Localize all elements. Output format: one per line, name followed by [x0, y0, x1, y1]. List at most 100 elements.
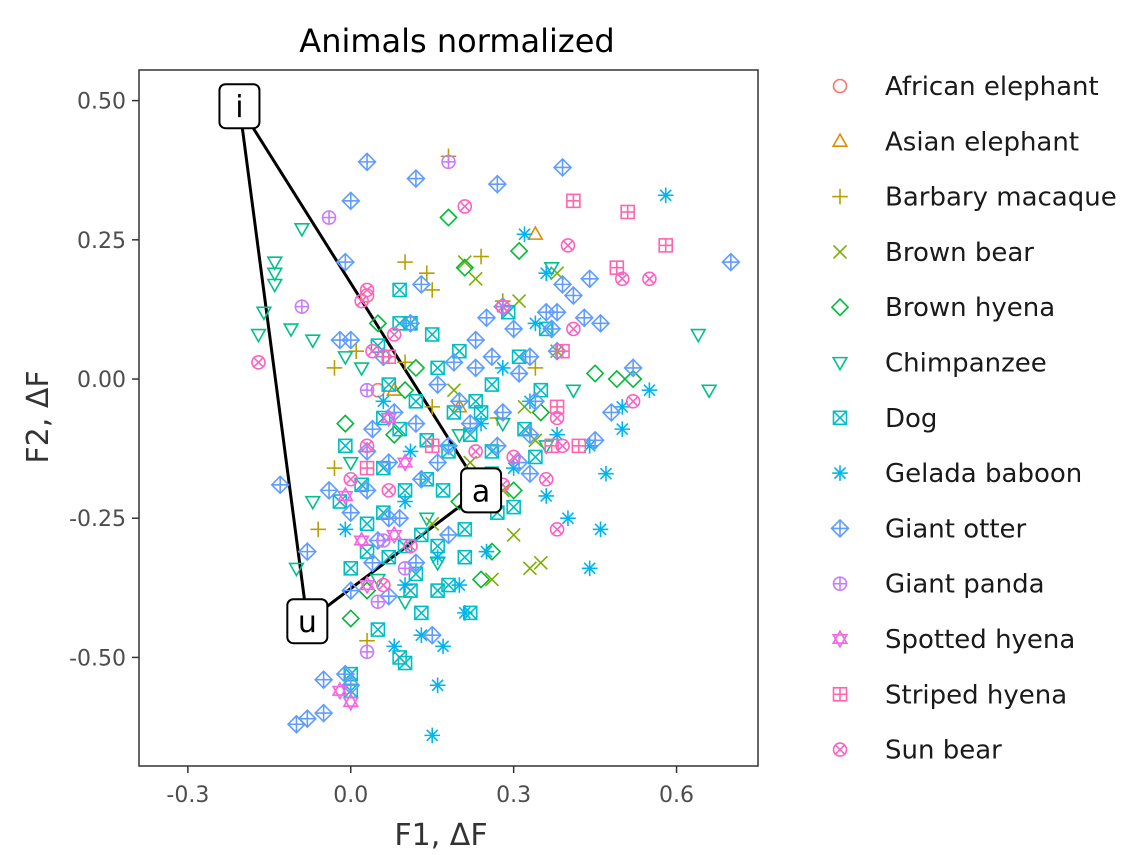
- data-point: [438, 436, 459, 456]
- data-point: [484, 377, 500, 392]
- data-point: [566, 193, 581, 209]
- data-point: [330, 330, 350, 350]
- y-tick-label: -0.50: [69, 646, 126, 671]
- data-point: [441, 154, 456, 170]
- legend-key: [832, 576, 848, 592]
- data-point: [538, 471, 554, 487]
- data-point: [560, 510, 576, 527]
- data-point: [520, 425, 540, 445]
- data-point: [359, 382, 375, 398]
- data-point: [381, 483, 397, 498]
- data-point: [406, 553, 426, 573]
- data-point: [542, 319, 562, 339]
- data-point: [337, 486, 354, 506]
- data-point: [376, 460, 391, 476]
- legend-label: Striped hyena: [885, 680, 1067, 710]
- data-point: [435, 483, 451, 498]
- data-point: [392, 421, 407, 437]
- data-point: [286, 714, 307, 734]
- y-tick-label: 0.50: [77, 90, 126, 115]
- data-point: [585, 430, 605, 450]
- data-point: [397, 354, 413, 371]
- data-point: [471, 570, 491, 589]
- x-tick-label: 0.0: [333, 783, 368, 808]
- legend-label: Giant otter: [885, 514, 1027, 544]
- vowel-label-a: a: [460, 467, 503, 514]
- data-point: [509, 452, 529, 473]
- data-point: [430, 538, 445, 554]
- data-point: [310, 521, 326, 538]
- legend-item: Brown hyena: [830, 293, 1055, 323]
- data-point: [368, 314, 388, 333]
- data-point: [552, 157, 573, 178]
- y-tick-label: 0.25: [77, 229, 126, 254]
- data-point: [538, 265, 555, 282]
- data-point: [358, 575, 376, 595]
- data-point: [411, 274, 431, 294]
- data-point: [555, 438, 570, 454]
- data-point: [403, 538, 418, 554]
- data-point: [700, 384, 718, 399]
- data-point: [429, 549, 446, 565]
- data-point: [430, 360, 445, 376]
- data-point: [342, 456, 359, 472]
- data-point: [552, 274, 573, 294]
- chart-title: Animals normalized: [299, 22, 614, 60]
- vowel-text: i: [235, 90, 243, 125]
- data-point: [457, 199, 473, 214]
- data-point: [319, 480, 339, 500]
- legend-item: Chimpanzee: [831, 349, 1047, 379]
- data-point: [362, 553, 383, 573]
- legend-label: Brown bear: [885, 238, 1034, 268]
- legend-key: [830, 518, 850, 538]
- legend-item: Spotted hyena: [831, 625, 1075, 655]
- data-point: [343, 471, 359, 487]
- data-point: [266, 278, 283, 294]
- data-point: [314, 670, 334, 690]
- data-point: [525, 391, 545, 411]
- data-point: [397, 655, 413, 671]
- vowel-labels: i a u: [218, 83, 503, 645]
- data-point: [354, 293, 369, 309]
- data-point: [455, 258, 475, 277]
- data-point: [504, 319, 524, 339]
- data-point: [406, 413, 426, 434]
- series-sun-bear: [251, 199, 657, 593]
- data-point: [457, 255, 472, 270]
- series-striped-hyena: [359, 193, 673, 476]
- data-point: [642, 271, 657, 287]
- legend-item: Brown bear: [832, 238, 1034, 268]
- data-point: [418, 512, 435, 527]
- data-point: [468, 444, 483, 459]
- data-point: [359, 644, 375, 660]
- data-point: [435, 638, 451, 655]
- data-point: [418, 265, 435, 282]
- data-point: [297, 709, 317, 729]
- data-point: [509, 241, 529, 261]
- data-point: [384, 425, 404, 444]
- legend: African elephant Asian elephant Barbary ma…: [830, 72, 1117, 766]
- data-point: [321, 210, 337, 225]
- data-point: [341, 581, 361, 601]
- data-point: [468, 271, 483, 286]
- legend-key: [830, 297, 850, 317]
- data-point: [304, 495, 321, 511]
- data-point: [598, 465, 614, 482]
- data-point: [549, 410, 565, 426]
- data-point: [419, 432, 435, 448]
- data-point: [341, 191, 361, 211]
- data-point: [250, 328, 267, 344]
- vowel-text: u: [298, 605, 317, 640]
- data-point: [266, 256, 283, 271]
- data-point: [370, 594, 386, 610]
- data-point: [270, 475, 290, 495]
- data-point: [473, 248, 489, 265]
- data-point: [563, 285, 583, 306]
- legend-key: [831, 132, 849, 147]
- data-point: [527, 315, 544, 332]
- data-point: [516, 226, 533, 243]
- data-point: [406, 168, 426, 189]
- legend-item: Barbary macaque: [832, 183, 1117, 213]
- legend-item: Sun bear: [832, 736, 1002, 766]
- data-point: [392, 282, 407, 298]
